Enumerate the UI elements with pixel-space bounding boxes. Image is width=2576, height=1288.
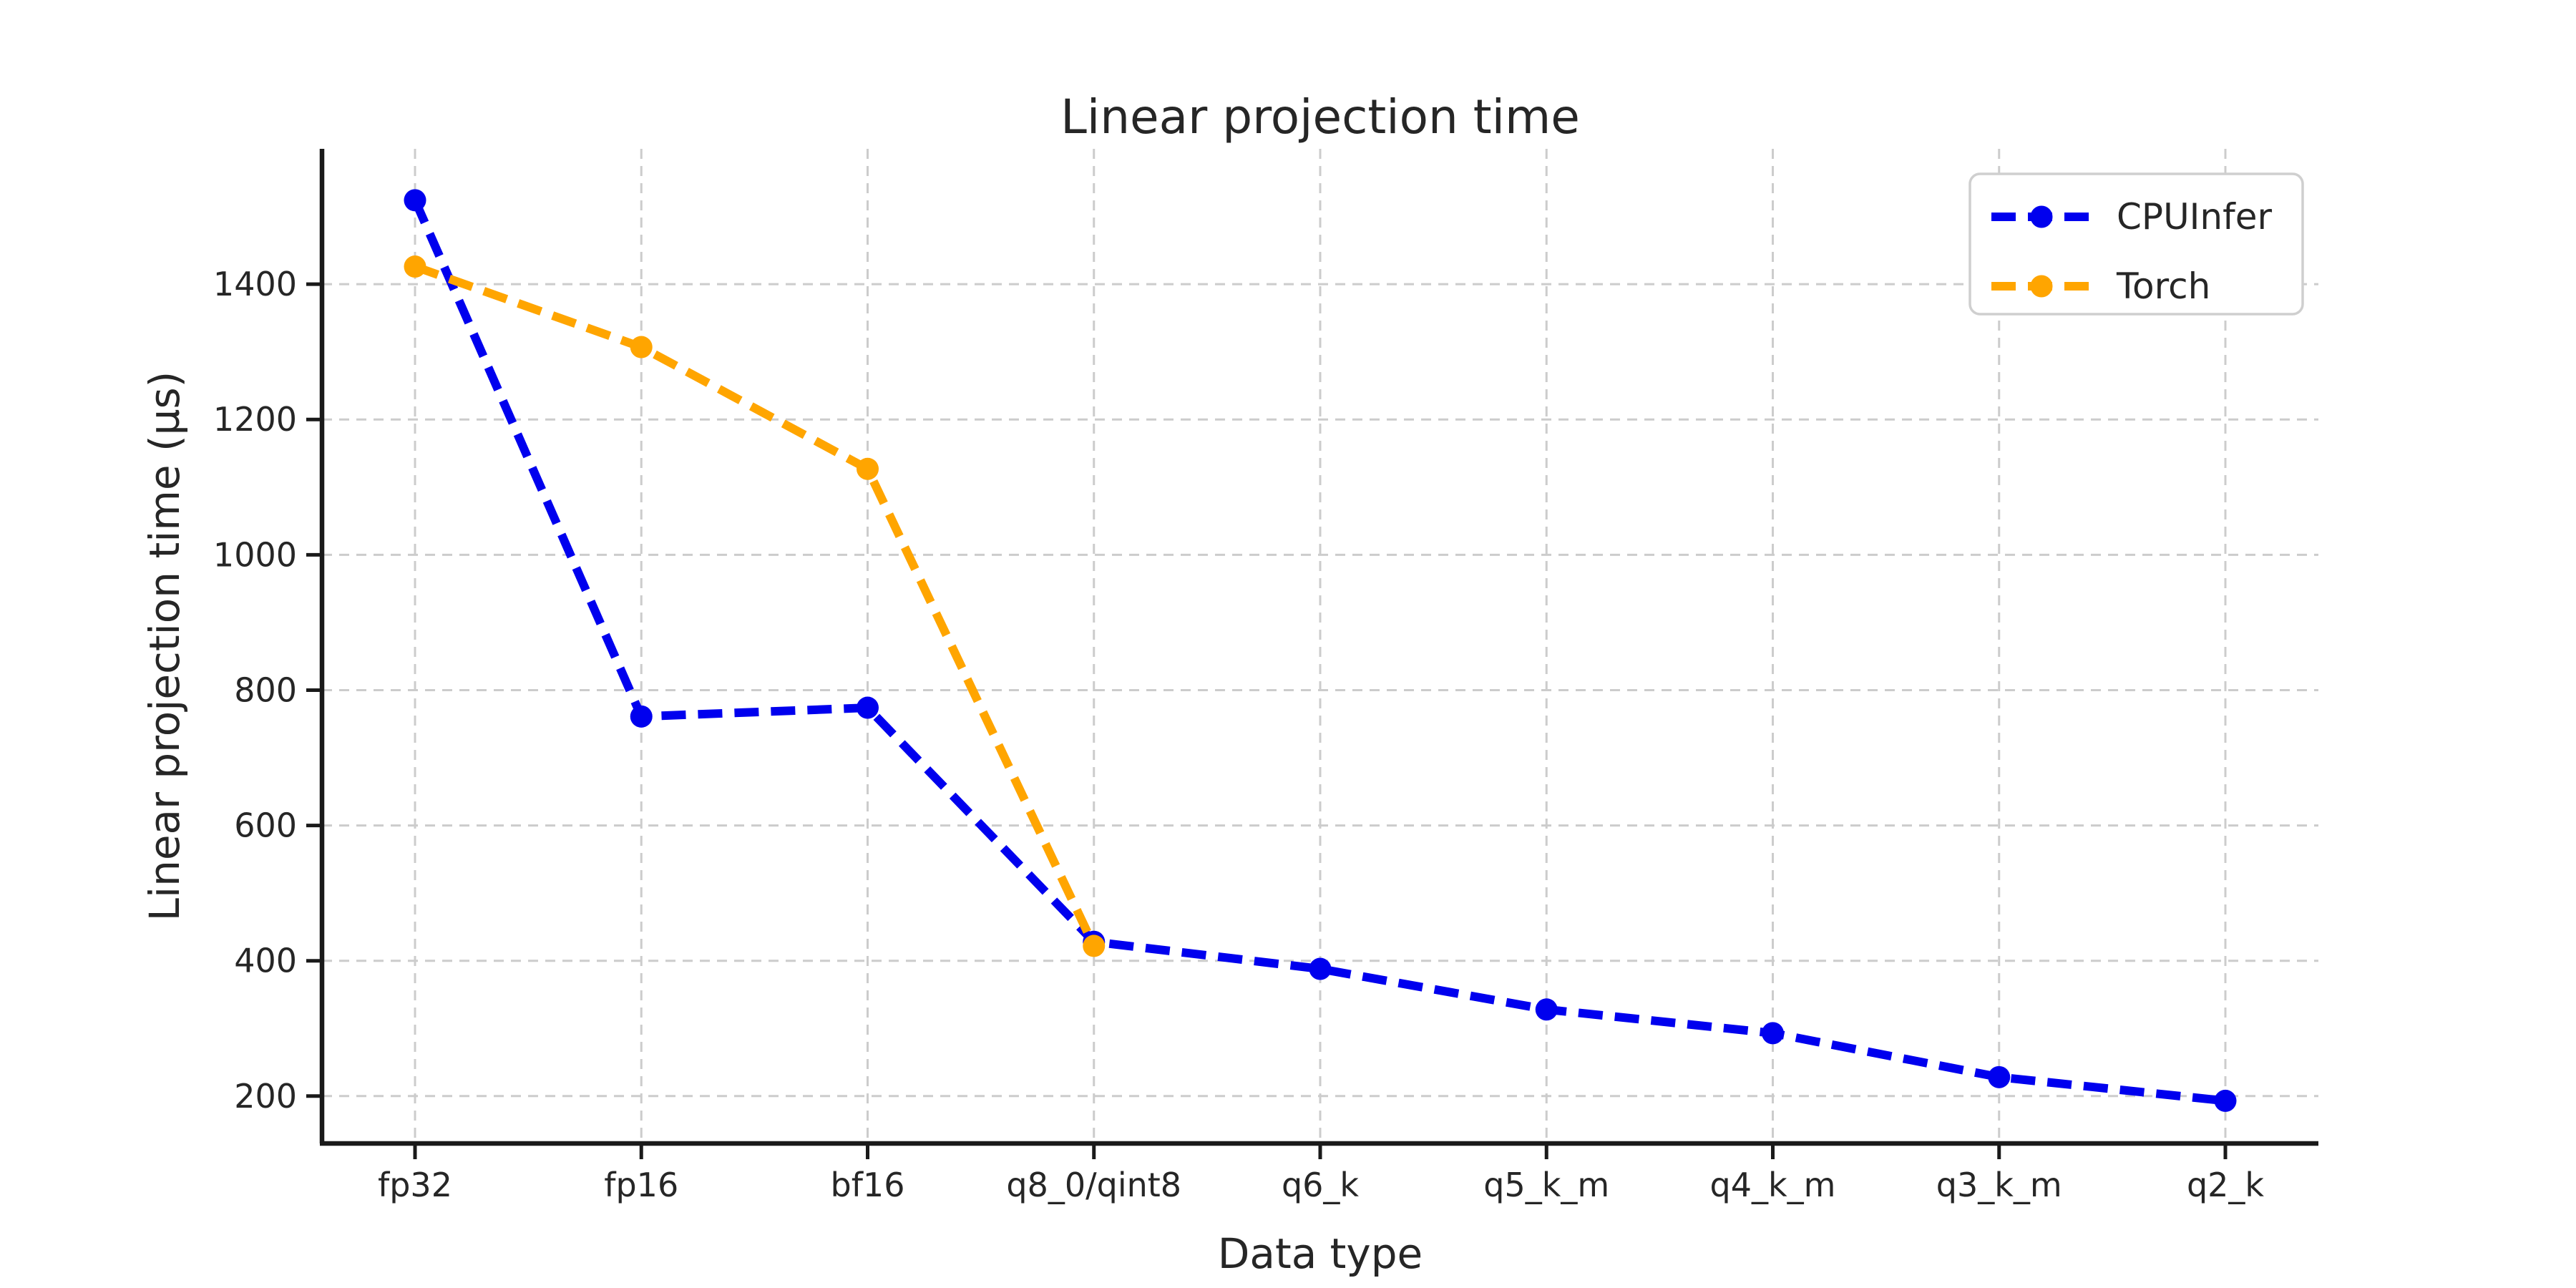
y-tick-label-800: 800 xyxy=(234,670,297,709)
data-point-cpuinfer-bf16 xyxy=(857,696,879,719)
data-point-cpuinfer-q4_k_m xyxy=(1762,1022,1784,1045)
x-tick-label-q5_k_m: q5_k_m xyxy=(1483,1166,1609,1204)
x-tick-label-bf16: bf16 xyxy=(831,1166,905,1204)
data-point-cpuinfer-fp16 xyxy=(630,705,653,728)
data-point-torch-fp16 xyxy=(630,336,653,358)
y-axis-label: Linear projection time (µs) xyxy=(140,371,189,922)
x-tick-label-fp16: fp16 xyxy=(604,1166,678,1204)
data-point-cpuinfer-q5_k_m xyxy=(1535,998,1558,1021)
series-layer xyxy=(404,189,2237,1112)
chart-title: Linear projection time xyxy=(1060,89,1580,145)
legend-marker-torch xyxy=(2030,275,2053,298)
x-tick-label-q3_k_m: q3_k_m xyxy=(1936,1166,2062,1204)
data-point-cpuinfer-fp32 xyxy=(404,189,426,212)
y-tick-label-1000: 1000 xyxy=(213,535,297,574)
data-point-cpuinfer-q2_k xyxy=(2214,1089,2237,1112)
x-tick-label-q8_0/qint8: q8_0/qint8 xyxy=(1006,1166,1181,1204)
y-tick-label-400: 400 xyxy=(234,942,297,980)
series-line-cpuinfer xyxy=(411,198,2226,1106)
data-point-torch-q8_0/qint8 xyxy=(1083,935,1106,957)
x-tick-label-q6_k: q6_k xyxy=(1282,1166,1359,1204)
y-tick-label-1200: 1200 xyxy=(213,400,297,439)
data-point-cpuinfer-q6_k xyxy=(1309,957,1332,980)
data-point-cpuinfer-q3_k_m xyxy=(1988,1065,2011,1088)
y-tick-label-200: 200 xyxy=(234,1077,297,1116)
legend: CPUInfer Torch xyxy=(1968,172,2304,316)
legend-label-cpuinfer: CPUInfer xyxy=(2117,196,2272,238)
legend-entry-cpuinfer: CPUInfer xyxy=(1991,196,2272,238)
x-tick-label-fp32: fp32 xyxy=(378,1166,452,1204)
data-point-torch-bf16 xyxy=(857,457,879,480)
series-line-torch xyxy=(413,262,1098,948)
legend-marker-cpuinfer xyxy=(2030,205,2053,228)
legend-box xyxy=(1968,172,2304,316)
legend-entry-torch: Torch xyxy=(1991,265,2210,307)
x-tick-label-q2_k: q2_k xyxy=(2187,1166,2264,1204)
data-point-torch-fp32 xyxy=(404,255,426,278)
y-tick-label-1400: 1400 xyxy=(213,265,297,303)
axes-layer: fp32 fp16 bf16 q8_0/qint8 q6_k q5_k_m q4_k_m q3… xyxy=(213,149,2318,1204)
x-tick-label-q4_k_m: q4_k_m xyxy=(1710,1166,1836,1204)
legend-label-torch: Torch xyxy=(2116,265,2210,307)
x-axis-label: Data type xyxy=(1218,1229,1423,1278)
y-tick-label-600: 600 xyxy=(234,806,297,845)
